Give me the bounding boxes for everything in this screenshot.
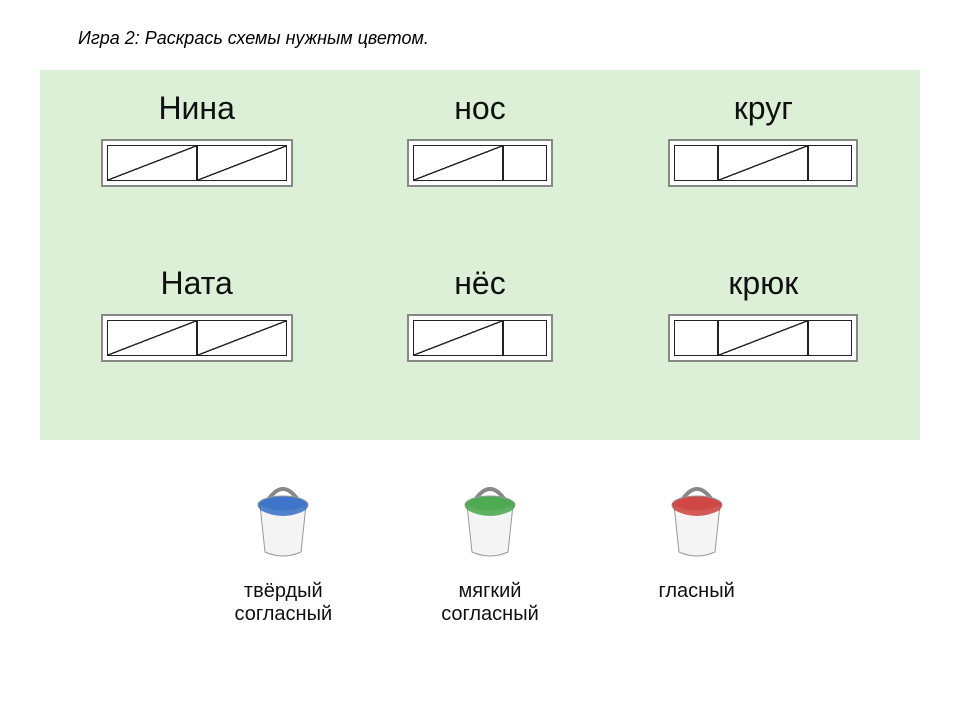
scheme-cell-single[interactable] [674, 320, 718, 356]
word-label: Нина [158, 90, 234, 127]
sound-scheme[interactable] [674, 320, 852, 356]
word-block: Нина [70, 90, 323, 235]
word-label: Ната [161, 265, 233, 302]
word-label: крюк [728, 265, 798, 302]
paint-bucket-icon [455, 480, 525, 570]
scheme-cell-syllable[interactable] [107, 145, 197, 181]
scheme-cell-single[interactable] [503, 145, 547, 181]
scheme-cell-single[interactable] [808, 320, 852, 356]
scheme-frame [668, 139, 858, 187]
scheme-frame [668, 314, 858, 362]
word-block: нос [353, 90, 606, 235]
scheme-frame [101, 139, 293, 187]
scheme-cell-syllable[interactable] [718, 145, 808, 181]
scheme-cell-syllable[interactable] [197, 145, 287, 181]
word-block: Ната [70, 265, 323, 410]
scheme-frame [101, 314, 293, 362]
legend: твёрдый согласный мягкий согласный гласн… [180, 480, 800, 626]
scheme-cell-single[interactable] [674, 145, 718, 181]
word-block: круг [637, 90, 890, 235]
legend-label: твёрдый согласный [235, 580, 333, 626]
scheme-cell-single[interactable] [808, 145, 852, 181]
legend-label: мягкий согласный [441, 580, 539, 626]
scheme-cell-syllable[interactable] [107, 320, 197, 356]
activity-panel: Нина нос круг Ната нёс крюк [40, 70, 920, 440]
word-block: нёс [353, 265, 606, 410]
scheme-frame [407, 139, 553, 187]
legend-label: гласный [659, 580, 735, 603]
word-label: круг [734, 90, 793, 127]
legend-item: мягкий согласный [415, 480, 565, 626]
sound-scheme[interactable] [413, 320, 547, 356]
sound-scheme[interactable] [413, 145, 547, 181]
word-block: крюк [637, 265, 890, 410]
paint-bucket-icon [248, 480, 318, 570]
word-label: нёс [454, 265, 505, 302]
sound-scheme[interactable] [107, 320, 287, 356]
scheme-frame [407, 314, 553, 362]
scheme-cell-syllable[interactable] [718, 320, 808, 356]
sound-scheme[interactable] [674, 145, 852, 181]
sound-scheme[interactable] [107, 145, 287, 181]
scheme-cell-syllable[interactable] [197, 320, 287, 356]
instruction-text: Игра 2: Раскрась схемы нужным цветом. [78, 28, 429, 49]
legend-item: гласный [622, 480, 772, 603]
scheme-cell-single[interactable] [503, 320, 547, 356]
scheme-cell-syllable[interactable] [413, 320, 503, 356]
scheme-cell-syllable[interactable] [413, 145, 503, 181]
legend-item: твёрдый согласный [208, 480, 358, 626]
word-label: нос [454, 90, 505, 127]
paint-bucket-icon [662, 480, 732, 570]
